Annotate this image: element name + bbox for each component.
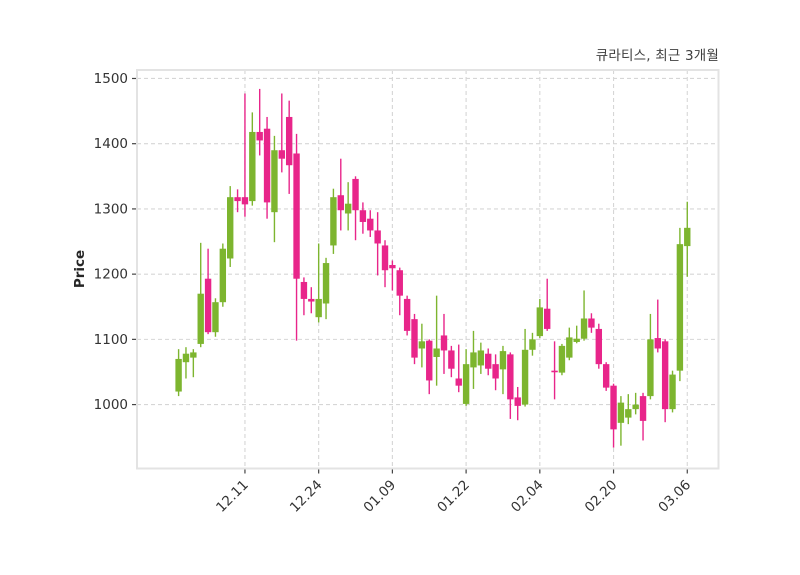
candle-body <box>182 353 190 363</box>
candle-body <box>330 197 337 246</box>
candle-body <box>514 397 521 406</box>
candle-body <box>477 350 485 366</box>
candle-body <box>359 210 367 222</box>
y-tick-label: 1300 <box>94 201 128 217</box>
candle-body <box>588 318 595 328</box>
candle-body <box>610 385 617 430</box>
candle-body <box>315 298 322 318</box>
x-tick-label: 03.06 <box>655 477 694 516</box>
candle-body <box>684 227 691 247</box>
candle-body <box>676 244 684 371</box>
candle-body <box>492 364 499 379</box>
candle-body <box>418 341 426 349</box>
candle-body <box>580 318 588 339</box>
candle-body <box>241 197 249 205</box>
candle-body <box>197 293 204 344</box>
x-tick-label: 12.24 <box>287 477 326 516</box>
candle-body <box>426 340 433 381</box>
candle-body <box>212 302 219 333</box>
candle-body <box>234 197 241 202</box>
x-tick-label: 01.09 <box>361 477 400 516</box>
candle-body <box>322 263 330 304</box>
candle-body <box>529 339 536 350</box>
candle-body <box>352 178 359 211</box>
candle-body <box>300 281 308 299</box>
candle-body <box>389 265 396 269</box>
y-tick-label: 1400 <box>94 136 128 152</box>
candle-body <box>227 197 234 259</box>
candle-body <box>448 350 455 369</box>
candle-body <box>278 150 286 159</box>
x-tick-label: 01.22 <box>434 477 473 516</box>
candle-body <box>602 364 610 388</box>
candle-body <box>632 404 639 410</box>
candle-body <box>544 308 551 329</box>
x-tick-label: 02.04 <box>508 477 547 516</box>
x-tick-label: 02.20 <box>582 477 621 516</box>
candle-body <box>256 131 263 141</box>
candle-body <box>566 337 573 358</box>
candle-body <box>337 195 344 211</box>
candle-body <box>507 354 514 400</box>
candle-body <box>249 131 256 202</box>
candle-body <box>595 328 603 365</box>
candle-body <box>669 374 676 410</box>
x-tick-label: 12.11 <box>213 477 252 516</box>
candle-body <box>367 218 374 231</box>
y-tick-label: 1200 <box>94 267 128 283</box>
candle-body <box>381 245 389 271</box>
candle-body <box>470 352 477 368</box>
candle-body <box>617 402 625 423</box>
candle-body <box>219 248 227 303</box>
candle-body <box>175 358 182 392</box>
candle-body <box>462 364 470 404</box>
candle-body <box>654 338 661 349</box>
candle-body <box>433 348 440 357</box>
y-tick-label: 1500 <box>94 71 128 87</box>
candle-body <box>521 349 529 405</box>
candle-body <box>411 319 418 358</box>
candle-body <box>455 378 462 386</box>
y-tick-label: 1100 <box>94 332 128 348</box>
plot-border <box>136 69 720 470</box>
candle-body <box>344 203 352 214</box>
candle-body <box>293 153 300 279</box>
candle-body <box>374 230 381 244</box>
y-tick-label: 1000 <box>94 397 128 413</box>
candle-body <box>263 128 271 203</box>
candle-body <box>661 341 669 410</box>
candle-body <box>440 335 448 351</box>
candle-body <box>308 298 315 302</box>
candle-body <box>396 270 403 296</box>
candle-body <box>204 278 212 333</box>
candle-body <box>271 150 278 213</box>
candle-body <box>639 396 647 421</box>
chart-title: 큐라티스, 최근 3개월 <box>595 48 719 64</box>
candle-body <box>485 353 492 369</box>
candle-body <box>558 345 566 373</box>
candle-body <box>647 339 654 397</box>
candle-body <box>625 409 632 418</box>
candle-body <box>190 352 197 358</box>
candle-body <box>573 338 580 342</box>
candle-body <box>499 351 507 370</box>
candle-body <box>551 370 558 373</box>
candle-body <box>536 307 544 337</box>
candle-body <box>403 298 411 331</box>
candle-body <box>285 116 293 166</box>
